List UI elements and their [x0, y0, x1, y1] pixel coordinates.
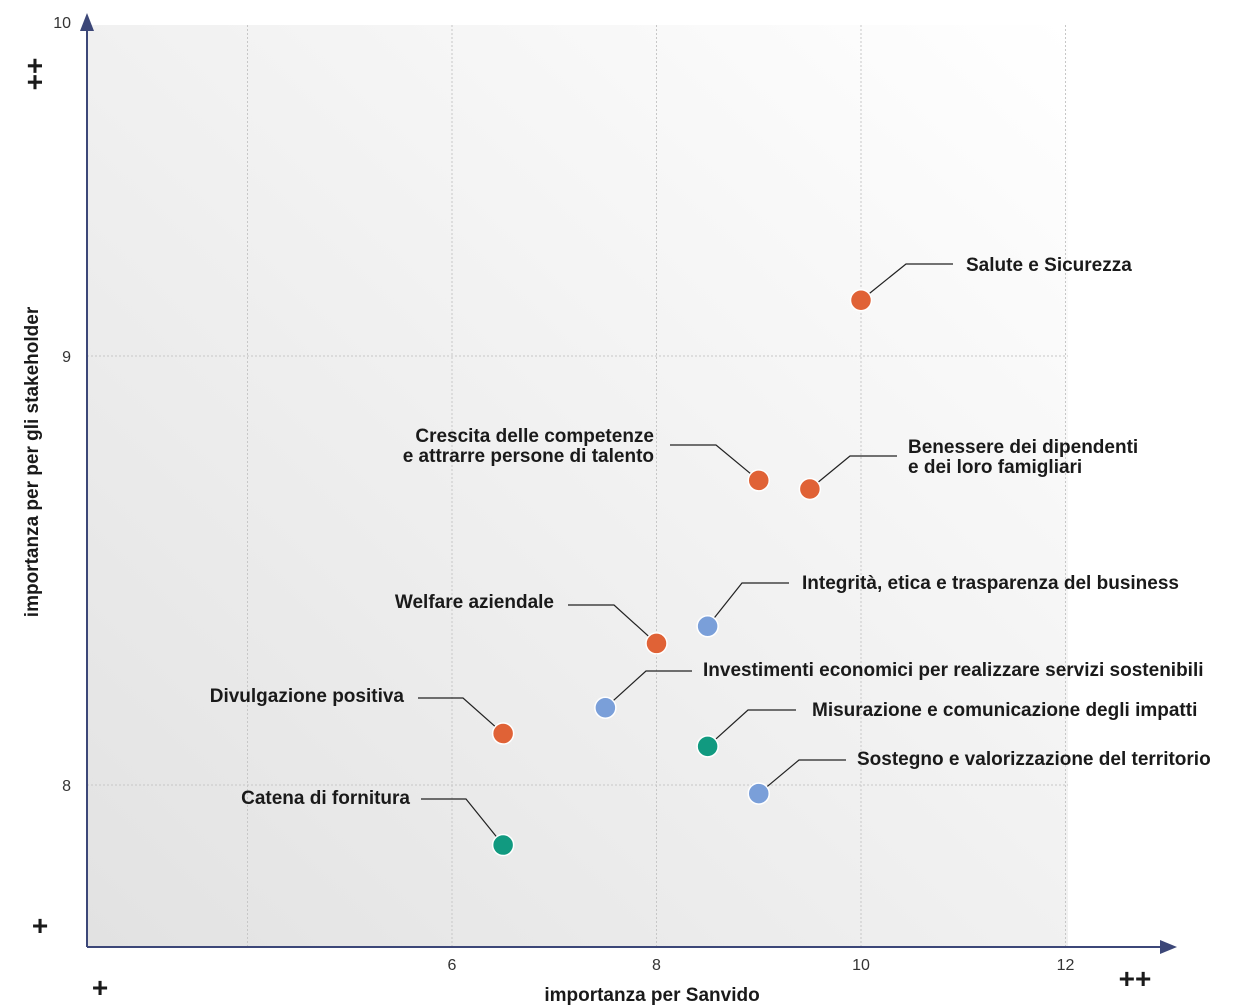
leader-line	[418, 697, 504, 734]
data-point-label: Crescita delle competenze	[415, 426, 654, 447]
x-axis-label: importanza per Sanvido	[544, 985, 759, 1006]
data-point	[696, 735, 719, 758]
y-axis-label: importanza per per gli stakeholder	[22, 306, 43, 617]
tick-labels: 6 8 10 12 8 9 10	[53, 15, 1074, 974]
data-point	[491, 722, 515, 745]
data-point-label: Salute e Sicurezza	[966, 255, 1132, 276]
leader-line	[809, 455, 897, 490]
plot-area	[87, 25, 1068, 947]
data-point-group: Divulgazione positiva	[210, 686, 515, 745]
data-point	[491, 833, 515, 857]
x-tick-label: 10	[852, 957, 870, 974]
data-point-label: Catena di fornitura	[241, 788, 410, 809]
leader-line	[421, 798, 504, 846]
x-high-marker: ++	[1119, 963, 1152, 994]
data-point-label: Sostegno e valorizzazione del territorio	[857, 749, 1211, 770]
leader-line	[568, 604, 657, 644]
data-point-label: Welfare aziendale	[395, 592, 554, 613]
data-point-label: Investimenti economici per realizzare se…	[703, 660, 1204, 681]
data-point	[696, 615, 719, 638]
data-point	[747, 469, 770, 492]
y-tick-label: 10	[53, 15, 71, 32]
x-low-marker: +	[92, 972, 108, 1003]
data-point	[798, 477, 822, 501]
data-point-group: Salute e Sicurezza	[849, 255, 1132, 312]
leader-line	[707, 709, 796, 747]
data-point-group: Misurazione e comunicazione degli impatt…	[696, 700, 1197, 758]
y-high-marker: ++	[19, 58, 50, 91]
data-point-group: Welfare aziendale	[395, 592, 668, 655]
x-tick-label: 12	[1057, 957, 1075, 974]
leader-line	[707, 582, 789, 627]
x-axis-arrow	[1160, 940, 1177, 954]
data-point-label: e attrarre persone di talento	[403, 446, 654, 467]
axes	[80, 13, 1177, 954]
leader-line	[604, 670, 692, 709]
data-point	[849, 288, 873, 312]
leader-line	[670, 444, 760, 481]
data-point-group: Investimenti economici per realizzare se…	[594, 660, 1204, 720]
data-point-label: e dei loro famigliari	[908, 457, 1082, 478]
data-point-label: Benessere dei dipendenti	[908, 437, 1138, 458]
y-low-marker: +	[32, 910, 48, 941]
data-points: Salute e Sicurezza Crescita delle compete…	[210, 255, 1211, 857]
data-point-label: Misurazione e comunicazione degli impatt…	[812, 700, 1197, 721]
y-tick-label: 9	[62, 349, 71, 366]
data-point	[594, 696, 617, 720]
x-tick-label: 8	[652, 957, 661, 974]
leader-line	[758, 759, 846, 795]
x-tick-label: 6	[448, 957, 457, 974]
y-tick-label: 8	[62, 778, 71, 795]
data-point-label: Integrità, etica e trasparenza del busin…	[802, 573, 1179, 594]
data-point-group: Sostegno e valorizzazione del territorio	[747, 749, 1211, 805]
data-point	[645, 632, 668, 655]
data-point	[747, 782, 770, 805]
y-axis-arrow	[80, 13, 94, 31]
data-point-group: Catena di fornitura	[241, 788, 515, 857]
data-point-label: Divulgazione positiva	[210, 686, 405, 707]
grid	[87, 25, 1068, 947]
leader-line	[860, 263, 953, 301]
data-point-group: Integrità, etica e trasparenza del busin…	[696, 573, 1179, 638]
